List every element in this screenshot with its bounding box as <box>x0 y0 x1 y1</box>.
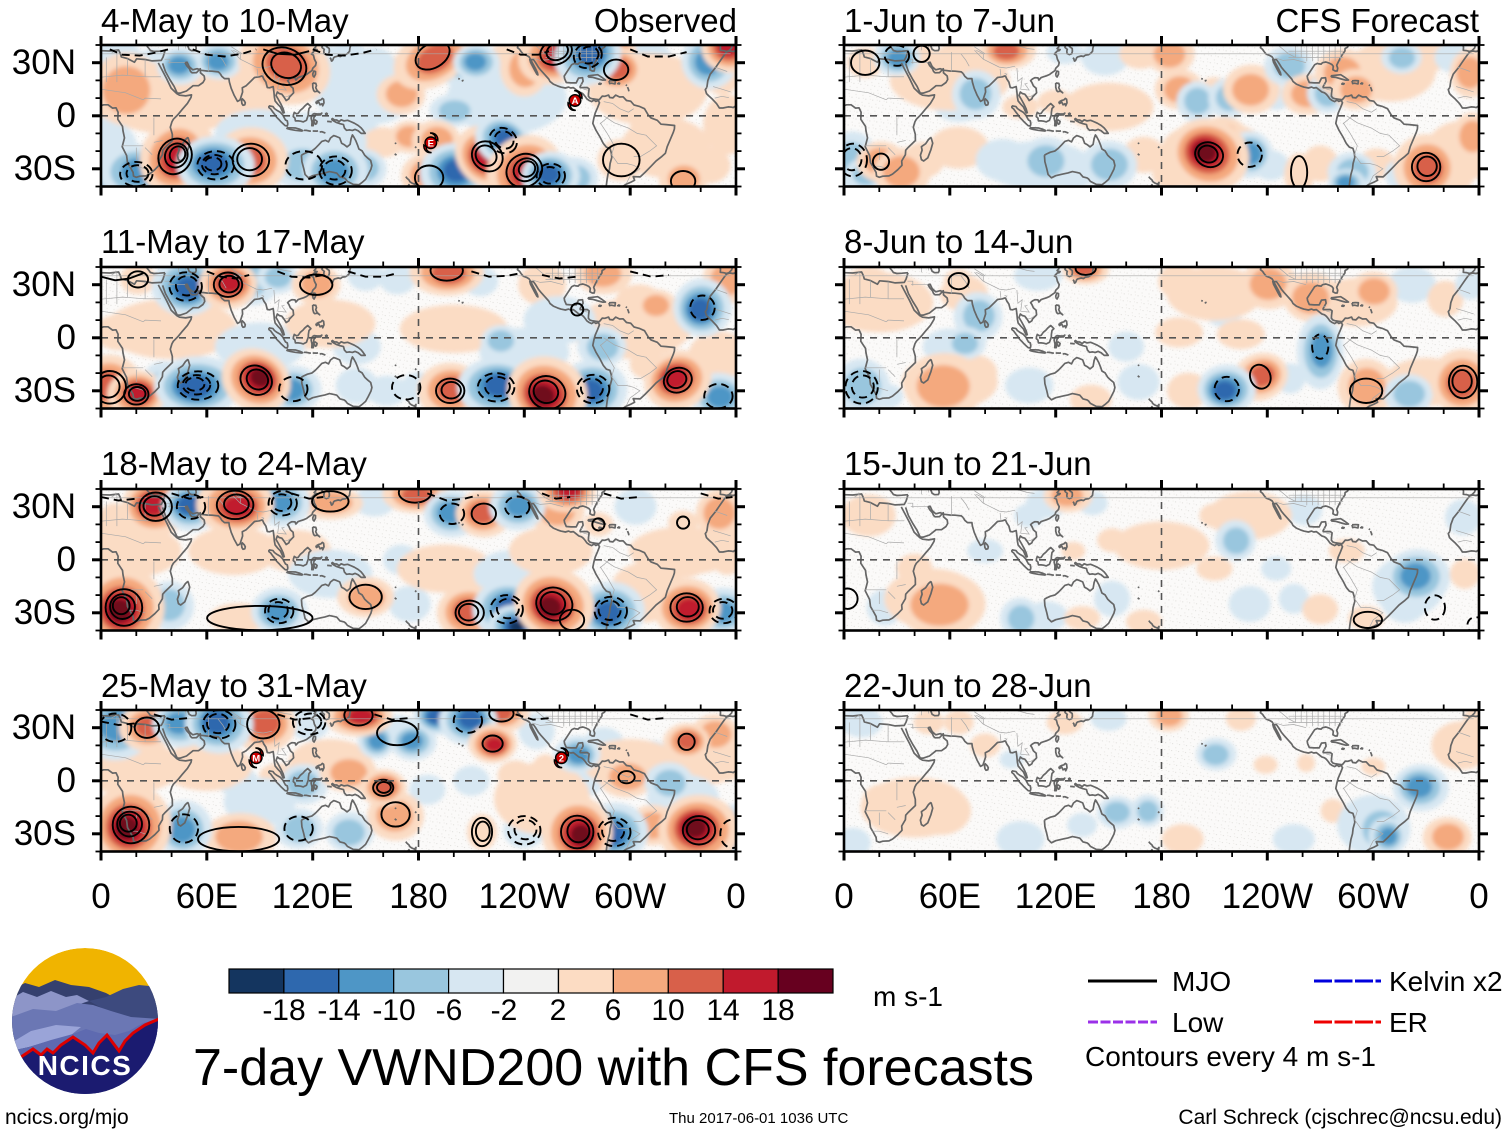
svg-text:E: E <box>428 138 434 149</box>
svg-text:M: M <box>252 753 260 764</box>
svg-text:2: 2 <box>559 753 564 764</box>
svg-text:NCICS: NCICS <box>38 1050 133 1081</box>
svg-text:A: A <box>572 96 579 107</box>
